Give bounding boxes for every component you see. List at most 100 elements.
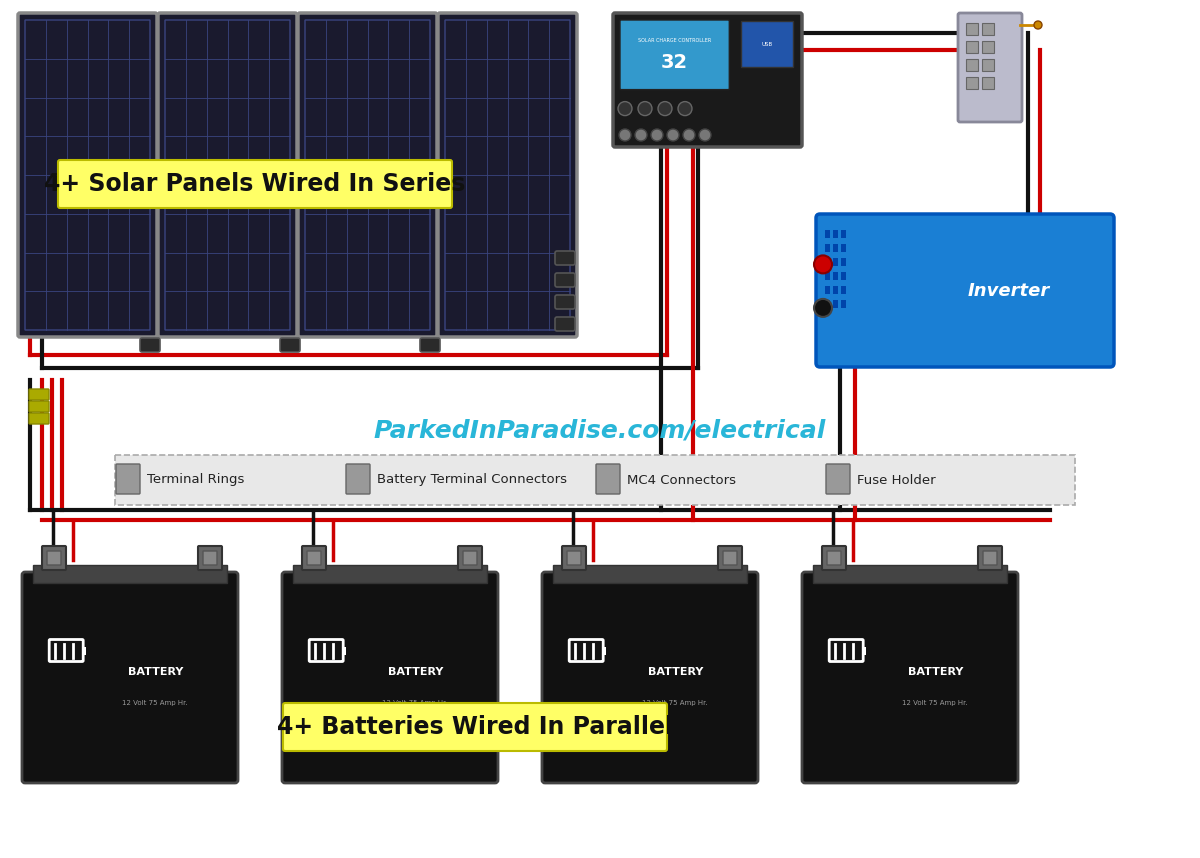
Text: BATTERY: BATTERY — [127, 667, 182, 677]
FancyBboxPatch shape — [826, 464, 850, 494]
Bar — [863, 646, 866, 655]
Bar — [833, 272, 838, 280]
Text: Inverter: Inverter — [967, 281, 1050, 299]
FancyBboxPatch shape — [438, 13, 577, 337]
FancyBboxPatch shape — [346, 464, 370, 494]
FancyBboxPatch shape — [802, 572, 1018, 783]
Text: BATTERY: BATTERY — [648, 667, 703, 677]
Circle shape — [1034, 21, 1042, 29]
FancyBboxPatch shape — [302, 546, 326, 570]
Text: BATTERY: BATTERY — [388, 667, 443, 677]
Bar — [826, 286, 830, 294]
Bar — [342, 646, 347, 655]
Text: BATTERY: BATTERY — [907, 667, 962, 677]
Bar — [841, 244, 846, 252]
FancyBboxPatch shape — [620, 20, 730, 89]
Bar — [34, 565, 227, 583]
FancyBboxPatch shape — [58, 160, 452, 208]
Bar — [833, 230, 838, 238]
FancyBboxPatch shape — [420, 338, 440, 352]
Bar — [833, 244, 838, 252]
Bar — [553, 565, 746, 583]
Circle shape — [619, 129, 631, 141]
Circle shape — [618, 101, 632, 116]
FancyBboxPatch shape — [18, 13, 157, 337]
FancyBboxPatch shape — [554, 317, 575, 331]
FancyBboxPatch shape — [282, 572, 498, 783]
FancyBboxPatch shape — [29, 389, 49, 400]
Text: SOLAR CHARGE CONTROLLER: SOLAR CHARGE CONTROLLER — [638, 38, 712, 43]
Bar — [602, 646, 606, 655]
Circle shape — [814, 256, 832, 274]
FancyBboxPatch shape — [542, 572, 758, 783]
FancyBboxPatch shape — [22, 572, 238, 783]
Circle shape — [638, 101, 652, 116]
Bar — [833, 258, 838, 266]
FancyBboxPatch shape — [568, 551, 581, 565]
Text: 12 Volt 75 Amp Hr.: 12 Volt 75 Amp Hr. — [642, 700, 708, 706]
Bar — [966, 23, 978, 35]
Circle shape — [650, 129, 662, 141]
Bar — [982, 77, 994, 89]
FancyBboxPatch shape — [827, 551, 841, 565]
FancyBboxPatch shape — [29, 413, 49, 424]
Bar — [826, 230, 830, 238]
FancyBboxPatch shape — [463, 551, 478, 565]
Text: ParkedInParadise.com/electrical: ParkedInParadise.com/electrical — [374, 418, 826, 442]
FancyBboxPatch shape — [983, 551, 997, 565]
Text: MC4 Connectors: MC4 Connectors — [628, 474, 736, 486]
Bar — [814, 565, 1007, 583]
FancyBboxPatch shape — [816, 214, 1114, 367]
FancyBboxPatch shape — [198, 546, 222, 570]
Text: USB: USB — [761, 42, 773, 47]
FancyBboxPatch shape — [42, 546, 66, 570]
Bar — [966, 77, 978, 89]
Text: Terminal Rings: Terminal Rings — [148, 474, 245, 486]
FancyBboxPatch shape — [718, 546, 742, 570]
FancyBboxPatch shape — [116, 464, 140, 494]
FancyBboxPatch shape — [280, 338, 300, 352]
FancyBboxPatch shape — [298, 13, 437, 337]
FancyBboxPatch shape — [283, 703, 667, 751]
Bar — [826, 272, 830, 280]
Bar — [841, 272, 846, 280]
Bar — [982, 41, 994, 53]
FancyBboxPatch shape — [29, 401, 49, 412]
Bar — [293, 565, 487, 583]
FancyBboxPatch shape — [958, 13, 1022, 122]
FancyBboxPatch shape — [613, 13, 802, 147]
FancyBboxPatch shape — [158, 13, 298, 337]
Bar — [826, 300, 830, 308]
Text: 32: 32 — [661, 53, 689, 72]
FancyBboxPatch shape — [722, 551, 737, 565]
Bar — [833, 300, 838, 308]
Bar — [841, 230, 846, 238]
Bar — [740, 21, 792, 67]
Circle shape — [683, 129, 695, 141]
Circle shape — [698, 129, 710, 141]
Text: 12 Volt 75 Amp Hr.: 12 Volt 75 Amp Hr. — [383, 700, 448, 706]
Bar — [982, 23, 994, 35]
Bar — [82, 646, 86, 655]
FancyBboxPatch shape — [47, 551, 61, 565]
FancyBboxPatch shape — [596, 464, 620, 494]
Circle shape — [678, 101, 692, 116]
Text: Fuse Holder: Fuse Holder — [857, 474, 936, 486]
Bar — [826, 244, 830, 252]
FancyBboxPatch shape — [115, 455, 1075, 505]
Circle shape — [667, 129, 679, 141]
FancyBboxPatch shape — [978, 546, 1002, 570]
Bar — [966, 59, 978, 71]
Circle shape — [814, 299, 832, 317]
FancyBboxPatch shape — [562, 546, 586, 570]
FancyBboxPatch shape — [554, 273, 575, 287]
FancyBboxPatch shape — [554, 295, 575, 309]
Bar — [982, 59, 994, 71]
FancyBboxPatch shape — [822, 546, 846, 570]
Text: 12 Volt 75 Amp Hr.: 12 Volt 75 Amp Hr. — [902, 700, 968, 706]
FancyBboxPatch shape — [140, 338, 160, 352]
Bar — [841, 300, 846, 308]
FancyBboxPatch shape — [554, 251, 575, 265]
Text: 4+ Solar Panels Wired In Series: 4+ Solar Panels Wired In Series — [44, 172, 466, 196]
Bar — [966, 41, 978, 53]
